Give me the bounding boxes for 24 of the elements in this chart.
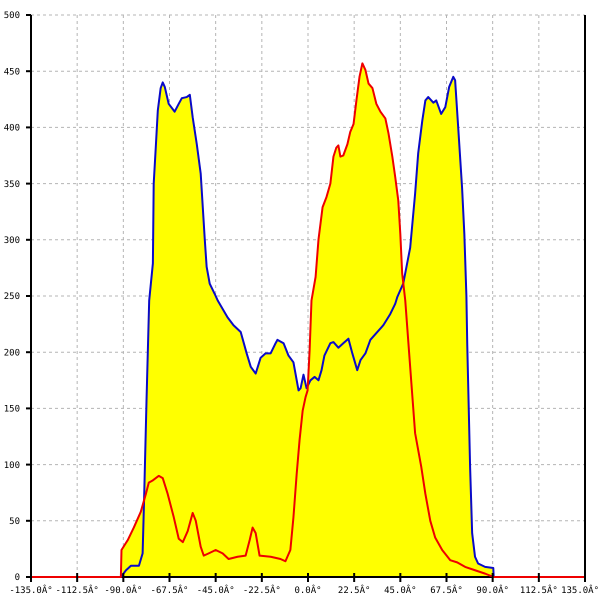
x-tick-label: 45.0Â° (384, 584, 417, 596)
y-tick-label: 0 (14, 573, 20, 584)
x-tick-label: 0.0Â° (294, 584, 322, 596)
x-tick-label: 67.5Â° (430, 584, 463, 596)
y-tick-label: 100 (4, 460, 20, 471)
x-tick-label: -45.0Â° (196, 584, 235, 596)
x-tick-label: -112.5Â° (55, 584, 99, 596)
x-tick-label: -67.5Â° (150, 584, 188, 596)
y-tick-label: 50 (9, 516, 20, 527)
x-tick-label: -90.0Â° (104, 584, 142, 596)
y-tick-label: 250 (4, 292, 20, 302)
y-tick-label: 400 (4, 124, 20, 134)
x-tick-label: -22.5Â° (242, 584, 281, 596)
y-tick-label: 150 (4, 404, 20, 415)
y-tick-label: 450 (4, 67, 20, 78)
x-tick-label: 112.5Â° (520, 584, 558, 596)
x-tick-label: 22.5Â° (338, 584, 370, 596)
y-tick-label: 200 (4, 348, 20, 358)
x-tick-label: 90.0Â° (476, 584, 509, 596)
x-tick-label: 135.0Â° (561, 584, 600, 596)
x-tick-label: -135.0Â° (9, 584, 53, 596)
y-tick-label: 500 (4, 11, 20, 22)
y-tick-label: 300 (4, 236, 20, 246)
y-tick-label: 350 (4, 180, 20, 190)
